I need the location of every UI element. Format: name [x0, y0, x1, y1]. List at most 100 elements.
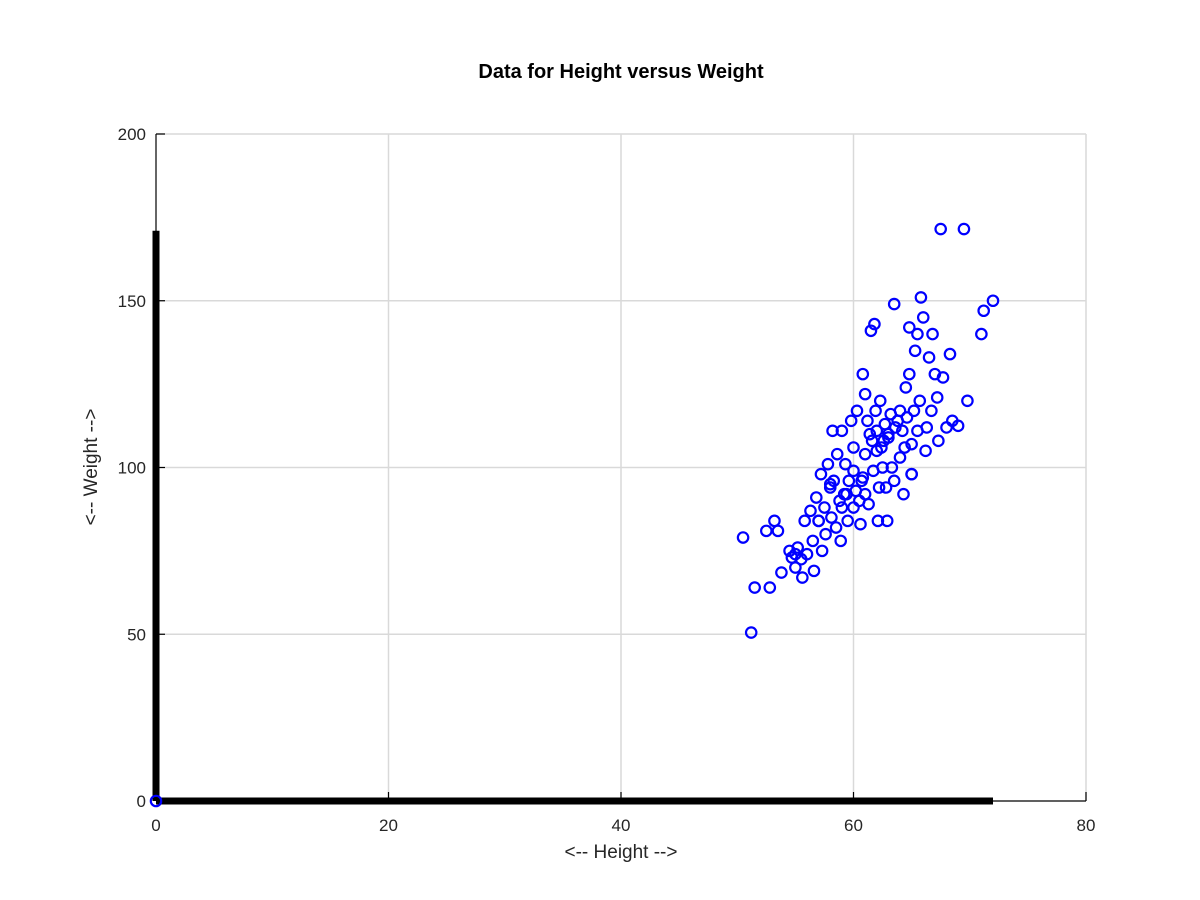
data-point: [885, 461, 899, 474]
data-point: [861, 414, 874, 428]
data-point: [763, 581, 777, 594]
data-point: [829, 521, 843, 534]
data-point: [919, 444, 932, 458]
data-point: [800, 547, 814, 561]
data-point: [913, 394, 927, 408]
data-point: [870, 444, 884, 458]
data-point: [936, 371, 950, 384]
x-tick-label: 20: [379, 816, 398, 835]
grid: [156, 133, 1087, 801]
x-axis-label: <-- Height -->: [565, 842, 678, 863]
data-point: [922, 351, 936, 364]
data-point: [748, 581, 761, 594]
data-point: [815, 544, 829, 558]
data-point: [791, 541, 804, 554]
data-point: [977, 304, 990, 318]
x-tick-labels: 0 20 40 60 80: [151, 816, 1095, 835]
data-point: [869, 404, 882, 418]
data-point: [830, 447, 844, 461]
data-point: [872, 481, 886, 494]
data-point: [943, 347, 957, 361]
data-point: [789, 561, 802, 574]
data-point: [926, 327, 939, 341]
data-point: [858, 387, 872, 401]
data-point: [863, 427, 877, 441]
data-point: [736, 531, 750, 544]
data-point: [834, 534, 848, 548]
data-point: [898, 441, 911, 454]
data-point: [842, 474, 856, 488]
data-point: [814, 467, 828, 481]
data-point: [900, 411, 914, 424]
x-tick-label: 40: [612, 816, 631, 835]
x-tick-label: 80: [1077, 816, 1096, 835]
data-point: [868, 317, 881, 331]
data-point: [879, 481, 893, 494]
data-point: [821, 457, 835, 471]
data-point: [914, 291, 928, 304]
data-point: [149, 794, 163, 808]
data-point: [807, 564, 821, 578]
data-point: [856, 367, 870, 381]
data-point: [899, 381, 913, 394]
data-point: [826, 424, 839, 438]
data-point: [920, 421, 934, 434]
data-point: [864, 324, 878, 338]
data-point: [775, 566, 788, 579]
data-point: [887, 474, 901, 488]
data-point: [855, 474, 868, 488]
data-point: [847, 464, 860, 478]
data-point: [839, 457, 852, 471]
data-point: [760, 524, 773, 538]
data-point: [896, 424, 909, 438]
data-points: [149, 222, 1000, 808]
data-point: [823, 477, 837, 491]
data-point: [961, 394, 974, 408]
data-point: [893, 404, 907, 418]
data-point: [932, 434, 945, 448]
y-tick-label: 150: [118, 292, 146, 311]
data-point: [771, 524, 785, 538]
data-point: [835, 424, 849, 438]
data-point: [957, 222, 971, 236]
data-point: [876, 461, 889, 474]
data-point: [825, 511, 838, 524]
data-point: [840, 487, 853, 501]
y-tick-label: 50: [127, 625, 146, 644]
data-point: [809, 491, 823, 504]
y-tick-label: 200: [118, 125, 146, 144]
data-point: [858, 447, 872, 461]
data-point: [827, 474, 841, 488]
data-point: [986, 294, 1000, 308]
data-point: [854, 517, 867, 531]
data-point: [889, 421, 902, 434]
y-tick-label: 0: [137, 792, 146, 811]
data-point: [841, 514, 854, 528]
data-point: [818, 501, 831, 514]
data-point: [907, 404, 921, 418]
data-point: [744, 626, 758, 639]
axis-spines: [152, 230, 993, 805]
y-axis-label: <-- Weight -->: [81, 409, 102, 526]
x-tick-label: 0: [151, 816, 160, 835]
data-point: [796, 571, 809, 584]
data-point: [905, 467, 918, 481]
chart-title: Data for Height versus Weight: [478, 61, 764, 83]
data-point: [798, 514, 811, 528]
data-point: [873, 394, 887, 408]
data-point: [789, 547, 802, 561]
data-point: [934, 222, 947, 236]
data-point: [804, 504, 817, 518]
data-point: [858, 487, 872, 501]
data-point: [847, 441, 860, 454]
x-tick-label: 60: [844, 816, 863, 835]
data-point: [925, 404, 938, 418]
data-point: [975, 327, 988, 341]
y-tick-label: 100: [118, 459, 146, 478]
y-tick-labels: 0 50 100 150 200: [118, 125, 146, 811]
data-point: [812, 514, 825, 528]
data-point: [893, 451, 907, 464]
data-point: [865, 434, 879, 448]
data-point: [887, 297, 901, 311]
